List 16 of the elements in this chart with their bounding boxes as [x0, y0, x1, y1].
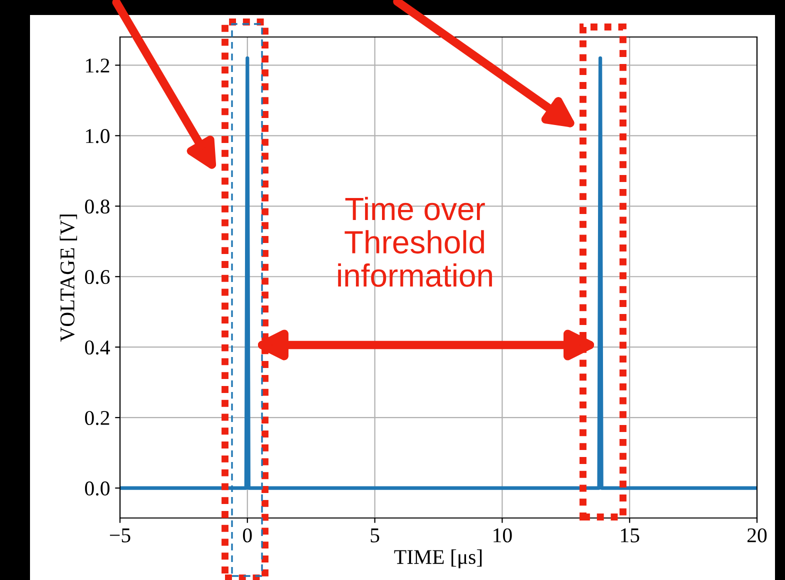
y-tick-label: 0.2 [85, 410, 110, 426]
x-tick-label: 15 [621, 528, 640, 542]
x-tick-label: −5 [110, 528, 130, 542]
y-tick-label: 1.0 [86, 129, 110, 144]
x-axis-title: TIME [μs] [394, 549, 482, 568]
y-tick-label: 0.0 [85, 481, 110, 496]
annotation: Time over Threshold information [338, 196, 492, 287]
y-tick-label: 0.6 [85, 270, 110, 284]
y-tick-label: 1.2 [86, 58, 110, 73]
y-axis-title: VOLTAGE [V] [60, 214, 78, 342]
x-tick-label: 5 [370, 528, 380, 542]
y-tick-label: 0.8 [85, 200, 110, 214]
x-tick-label: 0 [242, 528, 252, 542]
x-tick-label: 10 [494, 528, 512, 542]
y-tick-label: 0.4 [85, 340, 110, 355]
x-tick-label: 20 [748, 528, 767, 542]
